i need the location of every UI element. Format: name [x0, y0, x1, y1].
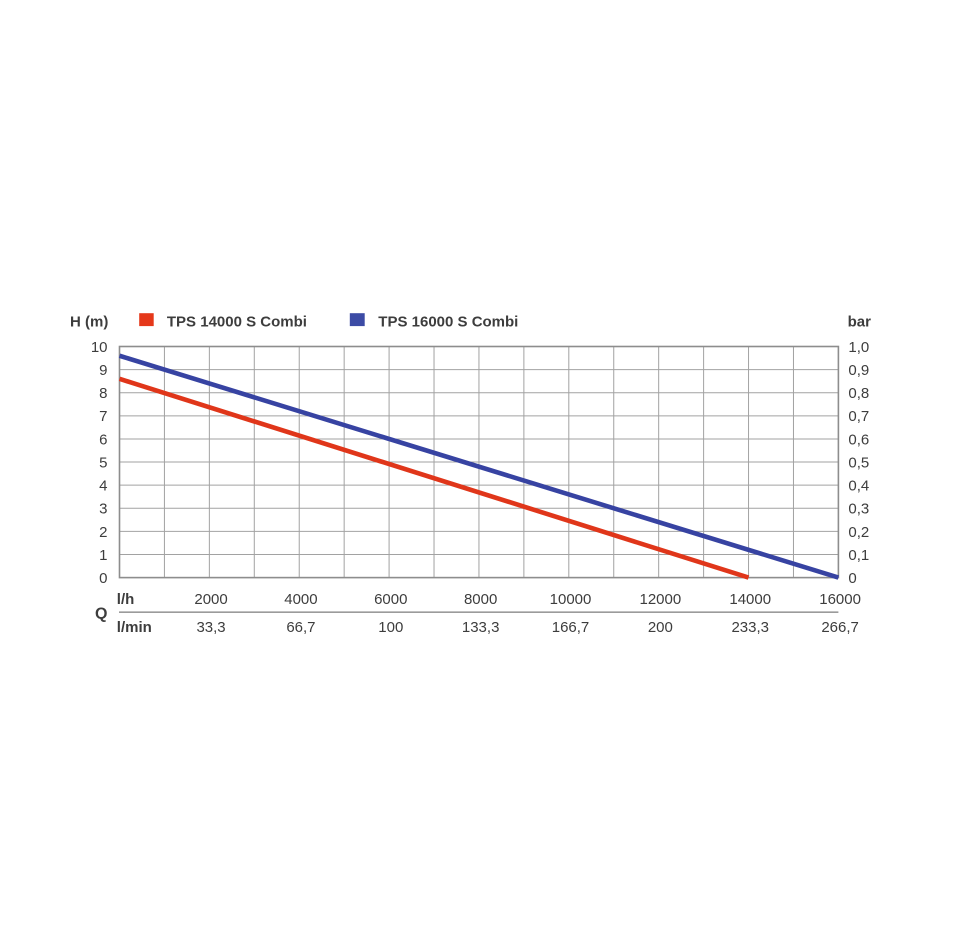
svg-text:TPS 14000 S Combi: TPS 14000 S Combi	[167, 314, 307, 331]
svg-text:0,3: 0,3	[848, 501, 869, 518]
svg-text:8: 8	[99, 385, 107, 402]
svg-text:2000: 2000	[194, 591, 227, 608]
svg-text:1,0: 1,0	[848, 339, 869, 356]
svg-text:200: 200	[648, 619, 673, 636]
svg-text:5: 5	[99, 454, 107, 471]
svg-text:4000: 4000	[284, 591, 317, 608]
svg-text:100: 100	[378, 619, 403, 636]
svg-text:8000: 8000	[464, 591, 497, 608]
svg-text:0,1: 0,1	[848, 547, 869, 564]
svg-text:0,9: 0,9	[848, 362, 869, 379]
svg-text:0,4: 0,4	[848, 478, 869, 495]
svg-text:6: 6	[99, 431, 107, 448]
svg-text:16000: 16000	[819, 591, 861, 608]
svg-text:2: 2	[99, 524, 107, 541]
svg-text:l/min: l/min	[117, 619, 152, 636]
svg-text:0,2: 0,2	[848, 524, 869, 541]
svg-text:0,7: 0,7	[848, 408, 869, 425]
svg-text:l/h: l/h	[117, 591, 135, 608]
svg-text:Q: Q	[95, 606, 107, 623]
svg-text:10000: 10000	[550, 591, 592, 608]
svg-text:266,7: 266,7	[821, 619, 859, 636]
svg-text:12000: 12000	[640, 591, 682, 608]
svg-text:0: 0	[848, 570, 856, 587]
svg-text:0,6: 0,6	[848, 431, 869, 448]
svg-text:3: 3	[99, 501, 107, 518]
svg-text:10: 10	[91, 339, 108, 356]
svg-text:4: 4	[99, 478, 107, 495]
svg-text:133,3: 133,3	[462, 619, 500, 636]
svg-text:1: 1	[99, 547, 107, 564]
svg-text:9: 9	[99, 362, 107, 379]
svg-text:33,3: 33,3	[196, 619, 225, 636]
svg-text:6000: 6000	[374, 591, 407, 608]
svg-text:H (m): H (m)	[70, 314, 108, 331]
svg-text:0,5: 0,5	[848, 454, 869, 471]
svg-text:14000: 14000	[729, 591, 771, 608]
svg-text:TPS 16000 S Combi: TPS 16000 S Combi	[378, 314, 518, 331]
svg-text:233,3: 233,3	[731, 619, 769, 636]
svg-text:7: 7	[99, 408, 107, 425]
svg-text:166,7: 166,7	[552, 619, 590, 636]
svg-text:0: 0	[99, 570, 107, 587]
svg-text:0,8: 0,8	[848, 385, 869, 402]
svg-text:bar: bar	[848, 314, 872, 331]
svg-text:66,7: 66,7	[286, 619, 315, 636]
